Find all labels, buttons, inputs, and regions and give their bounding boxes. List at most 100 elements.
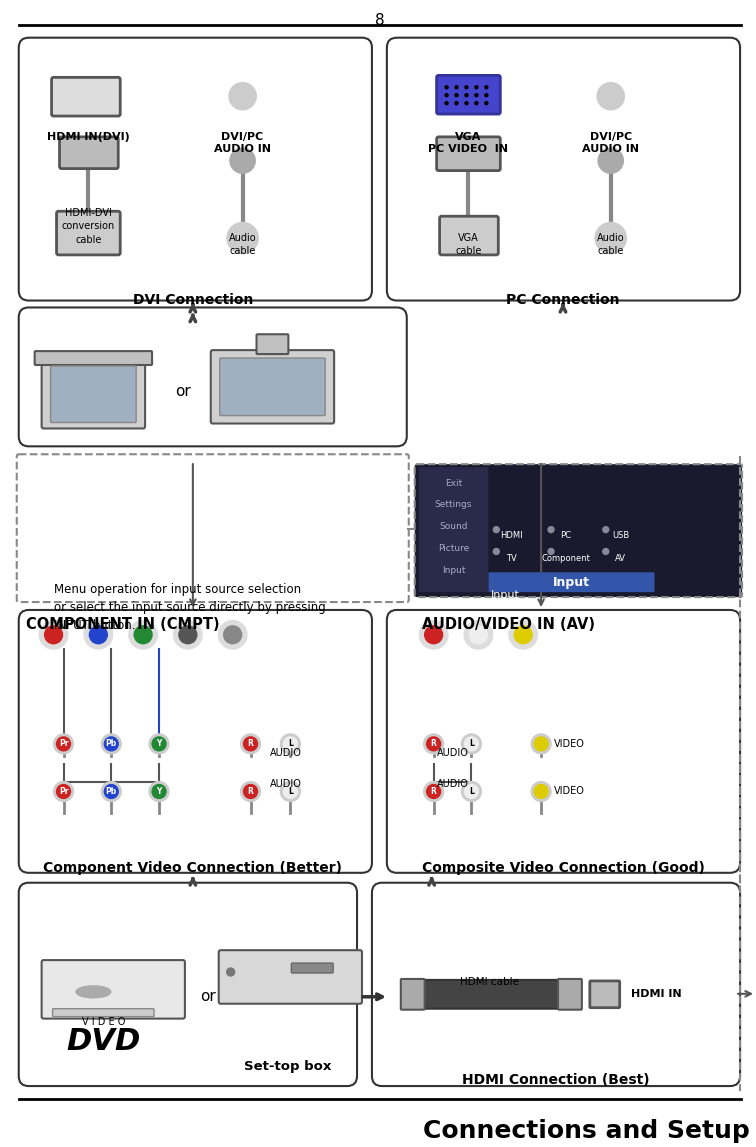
FancyBboxPatch shape [372, 883, 740, 1086]
FancyBboxPatch shape [437, 76, 500, 114]
Circle shape [469, 626, 488, 643]
Circle shape [603, 526, 609, 532]
Text: Audio
cable: Audio cable [229, 233, 256, 256]
FancyBboxPatch shape [220, 358, 325, 415]
Text: 8: 8 [375, 13, 385, 28]
FancyBboxPatch shape [42, 360, 145, 429]
Text: L: L [288, 740, 293, 748]
Text: VGA
cable: VGA cable [455, 233, 482, 256]
Circle shape [57, 736, 70, 751]
FancyBboxPatch shape [35, 351, 152, 365]
Circle shape [485, 102, 488, 104]
Text: HDMI IN: HDMI IN [631, 989, 681, 999]
Circle shape [465, 94, 468, 96]
Text: HDMI-DVI
conversion
cable: HDMI-DVI conversion cable [62, 209, 115, 244]
Circle shape [284, 736, 297, 751]
Circle shape [89, 626, 107, 643]
Text: Picture: Picture [438, 544, 469, 553]
Text: Pb: Pb [106, 740, 117, 748]
Text: Composite Video Connection (Good): Composite Video Connection (Good) [422, 861, 705, 875]
Circle shape [54, 734, 73, 754]
Text: R: R [431, 787, 436, 796]
FancyBboxPatch shape [437, 136, 500, 171]
FancyBboxPatch shape [419, 467, 488, 592]
Circle shape [485, 94, 488, 96]
Text: Exit: Exit [445, 478, 462, 487]
Circle shape [461, 734, 482, 754]
Circle shape [85, 621, 112, 649]
FancyBboxPatch shape [218, 950, 362, 1004]
Circle shape [230, 84, 256, 109]
FancyBboxPatch shape [17, 454, 409, 602]
Text: PC Connection: PC Connection [507, 292, 620, 306]
Circle shape [54, 781, 73, 802]
Circle shape [240, 734, 261, 754]
Text: AUDIO: AUDIO [437, 779, 469, 789]
Text: R: R [248, 740, 253, 748]
Circle shape [240, 781, 261, 802]
Circle shape [280, 734, 300, 754]
Circle shape [534, 785, 548, 798]
Circle shape [455, 86, 458, 88]
Ellipse shape [76, 986, 111, 998]
Text: Connections and Setup: Connections and Setup [423, 1118, 750, 1142]
Circle shape [426, 736, 441, 751]
Circle shape [445, 94, 448, 96]
FancyBboxPatch shape [53, 1008, 154, 1016]
Text: Set-top box: Set-top box [243, 1060, 331, 1072]
Circle shape [45, 626, 63, 643]
FancyBboxPatch shape [19, 883, 357, 1086]
FancyBboxPatch shape [57, 211, 120, 255]
Circle shape [243, 785, 258, 798]
Circle shape [284, 785, 297, 798]
Circle shape [39, 621, 67, 649]
Text: or: or [175, 384, 191, 399]
Circle shape [101, 781, 121, 802]
Circle shape [129, 621, 157, 649]
Text: Y: Y [156, 740, 162, 748]
Text: Y: Y [156, 787, 162, 796]
Text: Sound: Sound [439, 522, 468, 531]
Circle shape [510, 621, 537, 649]
Text: DVI Connection: DVI Connection [132, 292, 253, 306]
FancyBboxPatch shape [415, 980, 568, 1008]
FancyBboxPatch shape [291, 963, 333, 973]
Text: AUDIO: AUDIO [269, 748, 302, 758]
FancyBboxPatch shape [256, 334, 288, 354]
Text: R: R [431, 740, 436, 748]
FancyBboxPatch shape [387, 38, 740, 301]
FancyBboxPatch shape [387, 610, 740, 873]
Text: DVD: DVD [66, 1027, 141, 1056]
Text: Input: Input [491, 590, 520, 600]
Circle shape [461, 781, 482, 802]
Circle shape [243, 736, 258, 751]
Circle shape [475, 94, 478, 96]
Circle shape [231, 149, 255, 172]
Text: VIDEO: VIDEO [554, 739, 585, 749]
Circle shape [445, 86, 448, 88]
Circle shape [228, 224, 258, 253]
Text: HDMI cable: HDMI cable [460, 977, 519, 986]
Circle shape [464, 785, 479, 798]
Circle shape [475, 102, 478, 104]
Circle shape [426, 785, 441, 798]
Text: AUDIO/VIDEO IN (AV): AUDIO/VIDEO IN (AV) [422, 617, 595, 632]
Circle shape [603, 548, 609, 554]
Text: DVI/PC
AUDIO IN: DVI/PC AUDIO IN [214, 132, 271, 155]
Circle shape [152, 785, 166, 798]
Circle shape [475, 86, 478, 88]
Circle shape [514, 626, 532, 643]
Circle shape [494, 526, 499, 532]
Circle shape [149, 734, 169, 754]
Circle shape [152, 736, 166, 751]
Text: L: L [469, 787, 474, 796]
Text: L: L [469, 740, 474, 748]
FancyBboxPatch shape [60, 136, 118, 169]
Text: TV: TV [506, 554, 516, 563]
Circle shape [534, 736, 548, 751]
Circle shape [423, 734, 444, 754]
Text: Pr: Pr [59, 787, 68, 796]
Circle shape [57, 785, 70, 798]
Text: PC: PC [560, 531, 572, 540]
Circle shape [420, 621, 448, 649]
